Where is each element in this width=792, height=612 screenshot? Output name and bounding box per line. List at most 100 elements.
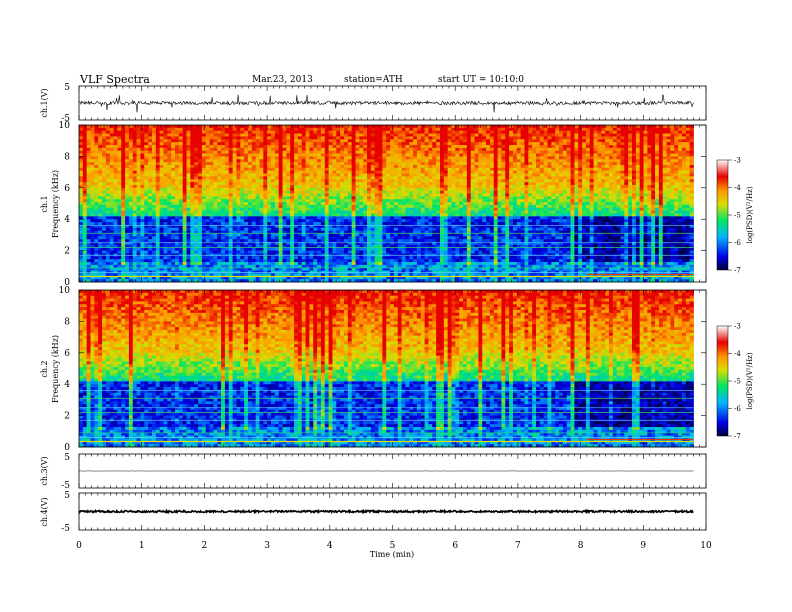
- spectrogram-cell: [117, 222, 121, 225]
- spectrogram-cell: [248, 185, 252, 188]
- spectrogram-cell: [125, 165, 129, 168]
- spectrogram-cell: [417, 151, 421, 154]
- spectrogram-cell: [298, 233, 302, 236]
- spectrogram-cell: [94, 154, 98, 157]
- spectrogram-cell: [171, 174, 175, 177]
- spectrogram-cell: [213, 248, 217, 251]
- spectrogram-cell: [340, 159, 344, 162]
- spectrogram-cell: [160, 262, 164, 265]
- spectrogram-cell: [425, 136, 429, 139]
- spectrogram-cell: [98, 165, 102, 168]
- spectrogram-cell: [425, 188, 429, 191]
- spectrogram-cell: [148, 213, 152, 216]
- spectrogram-cell: [252, 205, 256, 208]
- spectrogram-cell: [402, 154, 406, 157]
- spectrogram-cell: [252, 213, 256, 216]
- spectrogram-cell: [102, 165, 106, 168]
- spectrogram-cell: [225, 191, 229, 194]
- spectrogram-cell: [267, 228, 271, 231]
- spectrogram-cell: [125, 211, 129, 214]
- spectrogram-cell: [117, 188, 121, 191]
- spectrogram-cell: [171, 185, 175, 188]
- spectrogram-cell: [421, 142, 425, 145]
- spectrogram-cell: [194, 139, 198, 142]
- spectrogram-cell: [183, 236, 187, 239]
- spectrogram-cell: [329, 131, 333, 134]
- spectrogram-cell: [198, 248, 202, 251]
- spectrogram-cell: [340, 182, 344, 185]
- spectrogram-cell: [367, 216, 371, 219]
- spectrogram-cell: [110, 233, 114, 236]
- spectrogram-cell: [317, 188, 321, 191]
- spectrogram-cell: [221, 233, 225, 236]
- spectrogram-cell: [371, 233, 375, 236]
- spectrogram-cell: [252, 196, 256, 199]
- spectrogram-cell: [340, 196, 344, 199]
- spectrogram-cell: [382, 154, 386, 157]
- spectrogram-cell: [144, 182, 148, 185]
- spectrogram-cell: [187, 168, 191, 171]
- spectrogram-cell: [117, 142, 121, 145]
- spectrogram-cell: [302, 248, 306, 251]
- spectrogram-cell: [271, 219, 275, 222]
- spectrogram-cell: [409, 219, 413, 222]
- spectrogram-cell: [240, 148, 244, 151]
- spectrogram-cell: [294, 219, 298, 222]
- spectrogram-cell: [225, 236, 229, 239]
- spectrogram-cell: [302, 251, 306, 254]
- spectrogram-cell: [83, 156, 87, 159]
- spectrogram-cell: [309, 259, 313, 262]
- spectrogram-cell: [213, 196, 217, 199]
- spectrogram-cell: [160, 202, 164, 205]
- spectrogram-cell: [206, 248, 210, 251]
- spectrogram-cell: [117, 236, 121, 239]
- spectrogram-cell: [425, 219, 429, 222]
- spectrogram-cell: [398, 174, 402, 177]
- spectrogram-cell: [202, 134, 206, 137]
- spectrogram-cell: [187, 256, 191, 259]
- spectrogram-cell: [129, 222, 133, 225]
- spectrogram-cell: [302, 222, 306, 225]
- spectrogram-cell: [421, 185, 425, 188]
- spectrogram-cell: [409, 199, 413, 202]
- spectrogram-cell: [79, 211, 83, 214]
- spectrogram-cell: [110, 156, 114, 159]
- spectrogram-cell: [398, 179, 402, 182]
- spectrogram-cell: [229, 191, 233, 194]
- spectrogram-cell: [417, 251, 421, 254]
- spectrogram-cell: [117, 239, 121, 242]
- spectrogram-cell: [167, 233, 171, 236]
- spectrogram-cell: [110, 259, 114, 262]
- spectrogram-cell: [98, 259, 102, 262]
- spectrogram-cell: [379, 154, 383, 157]
- spectrogram-cell: [409, 156, 413, 159]
- spectrogram-cell: [163, 179, 167, 182]
- spectrogram-cell: [425, 213, 429, 216]
- spectrogram-cell: [252, 222, 256, 225]
- spectrogram-cell: [286, 179, 290, 182]
- spectrogram-cell: [325, 165, 329, 168]
- spectrogram-cell: [413, 154, 417, 157]
- spectrogram-cell: [171, 176, 175, 179]
- spectrogram-cell: [371, 185, 375, 188]
- spectrogram-cell: [260, 136, 264, 139]
- spectrogram-cell: [183, 145, 187, 148]
- spectrogram-cell: [236, 156, 240, 159]
- spectrogram-cell: [256, 176, 260, 179]
- spectrogram-cell: [417, 248, 421, 251]
- spectrogram-cell: [175, 236, 179, 239]
- spectrogram-cell: [279, 213, 283, 216]
- spectrogram-cell: [248, 196, 252, 199]
- spectrogram-cell: [290, 128, 294, 131]
- spectrogram-cell: [148, 128, 152, 131]
- spectrogram-cell: [309, 248, 313, 251]
- spectrogram-cell: [114, 159, 118, 162]
- spectrogram-cell: [317, 208, 321, 211]
- spectrogram-cell: [144, 256, 148, 259]
- spectrogram-cell: [213, 159, 217, 162]
- spectrogram-cell: [125, 188, 129, 191]
- spectrogram-cell: [102, 213, 106, 216]
- spectrogram-cell: [386, 199, 390, 202]
- spectrogram-cell: [306, 145, 310, 148]
- spectrogram-cell: [106, 222, 110, 225]
